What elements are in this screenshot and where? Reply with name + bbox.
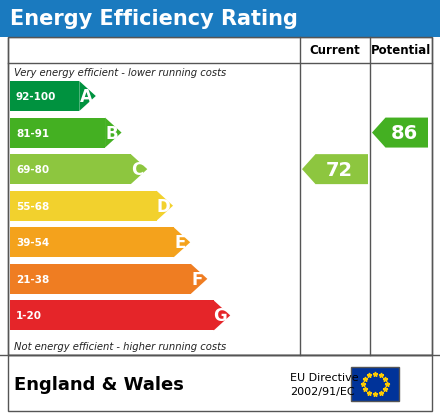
Text: G: G: [213, 307, 227, 325]
Bar: [0, 355, 440, 413]
Text: 69-80: 69-80: [16, 165, 49, 175]
Bar: [351, 367, 399, 401]
Polygon shape: [157, 191, 173, 221]
Text: E: E: [175, 234, 186, 252]
Text: 39-54: 39-54: [16, 238, 49, 248]
Bar: [0, 0, 440, 38]
Text: 92-100: 92-100: [16, 92, 56, 102]
Polygon shape: [214, 301, 230, 331]
Text: 72: 72: [326, 160, 352, 179]
Bar: [10, 228, 174, 258]
Bar: [10, 301, 214, 331]
Text: B: B: [105, 124, 118, 142]
Text: F: F: [192, 270, 203, 288]
Polygon shape: [174, 228, 190, 258]
Text: A: A: [80, 88, 92, 106]
Bar: [8, 38, 432, 355]
Polygon shape: [372, 118, 428, 148]
Text: D: D: [156, 197, 170, 215]
Text: Energy Efficiency Rating: Energy Efficiency Rating: [10, 9, 298, 29]
Text: 55-68: 55-68: [16, 201, 49, 211]
Text: 2002/91/EC: 2002/91/EC: [290, 386, 355, 396]
Text: 86: 86: [390, 124, 418, 143]
Polygon shape: [131, 155, 147, 185]
Text: England & Wales: England & Wales: [14, 375, 184, 393]
Text: 81-91: 81-91: [16, 128, 49, 138]
Text: EU Directive: EU Directive: [290, 372, 359, 382]
Text: Potential: Potential: [371, 44, 431, 57]
Bar: [10, 155, 131, 185]
Polygon shape: [191, 264, 207, 294]
Bar: [10, 118, 105, 148]
Text: Not energy efficient - higher running costs: Not energy efficient - higher running co…: [14, 341, 226, 351]
Text: 1-20: 1-20: [16, 311, 42, 320]
Bar: [8, 38, 432, 355]
Bar: [8, 355, 432, 411]
Polygon shape: [79, 82, 96, 112]
Bar: [10, 264, 191, 294]
Bar: [10, 191, 157, 221]
Polygon shape: [105, 118, 121, 148]
Text: 21-38: 21-38: [16, 274, 49, 284]
Polygon shape: [302, 155, 368, 185]
Text: C: C: [131, 161, 143, 179]
Text: Current: Current: [310, 44, 360, 57]
Text: Very energy efficient - lower running costs: Very energy efficient - lower running co…: [14, 68, 226, 78]
Bar: [10, 82, 79, 112]
